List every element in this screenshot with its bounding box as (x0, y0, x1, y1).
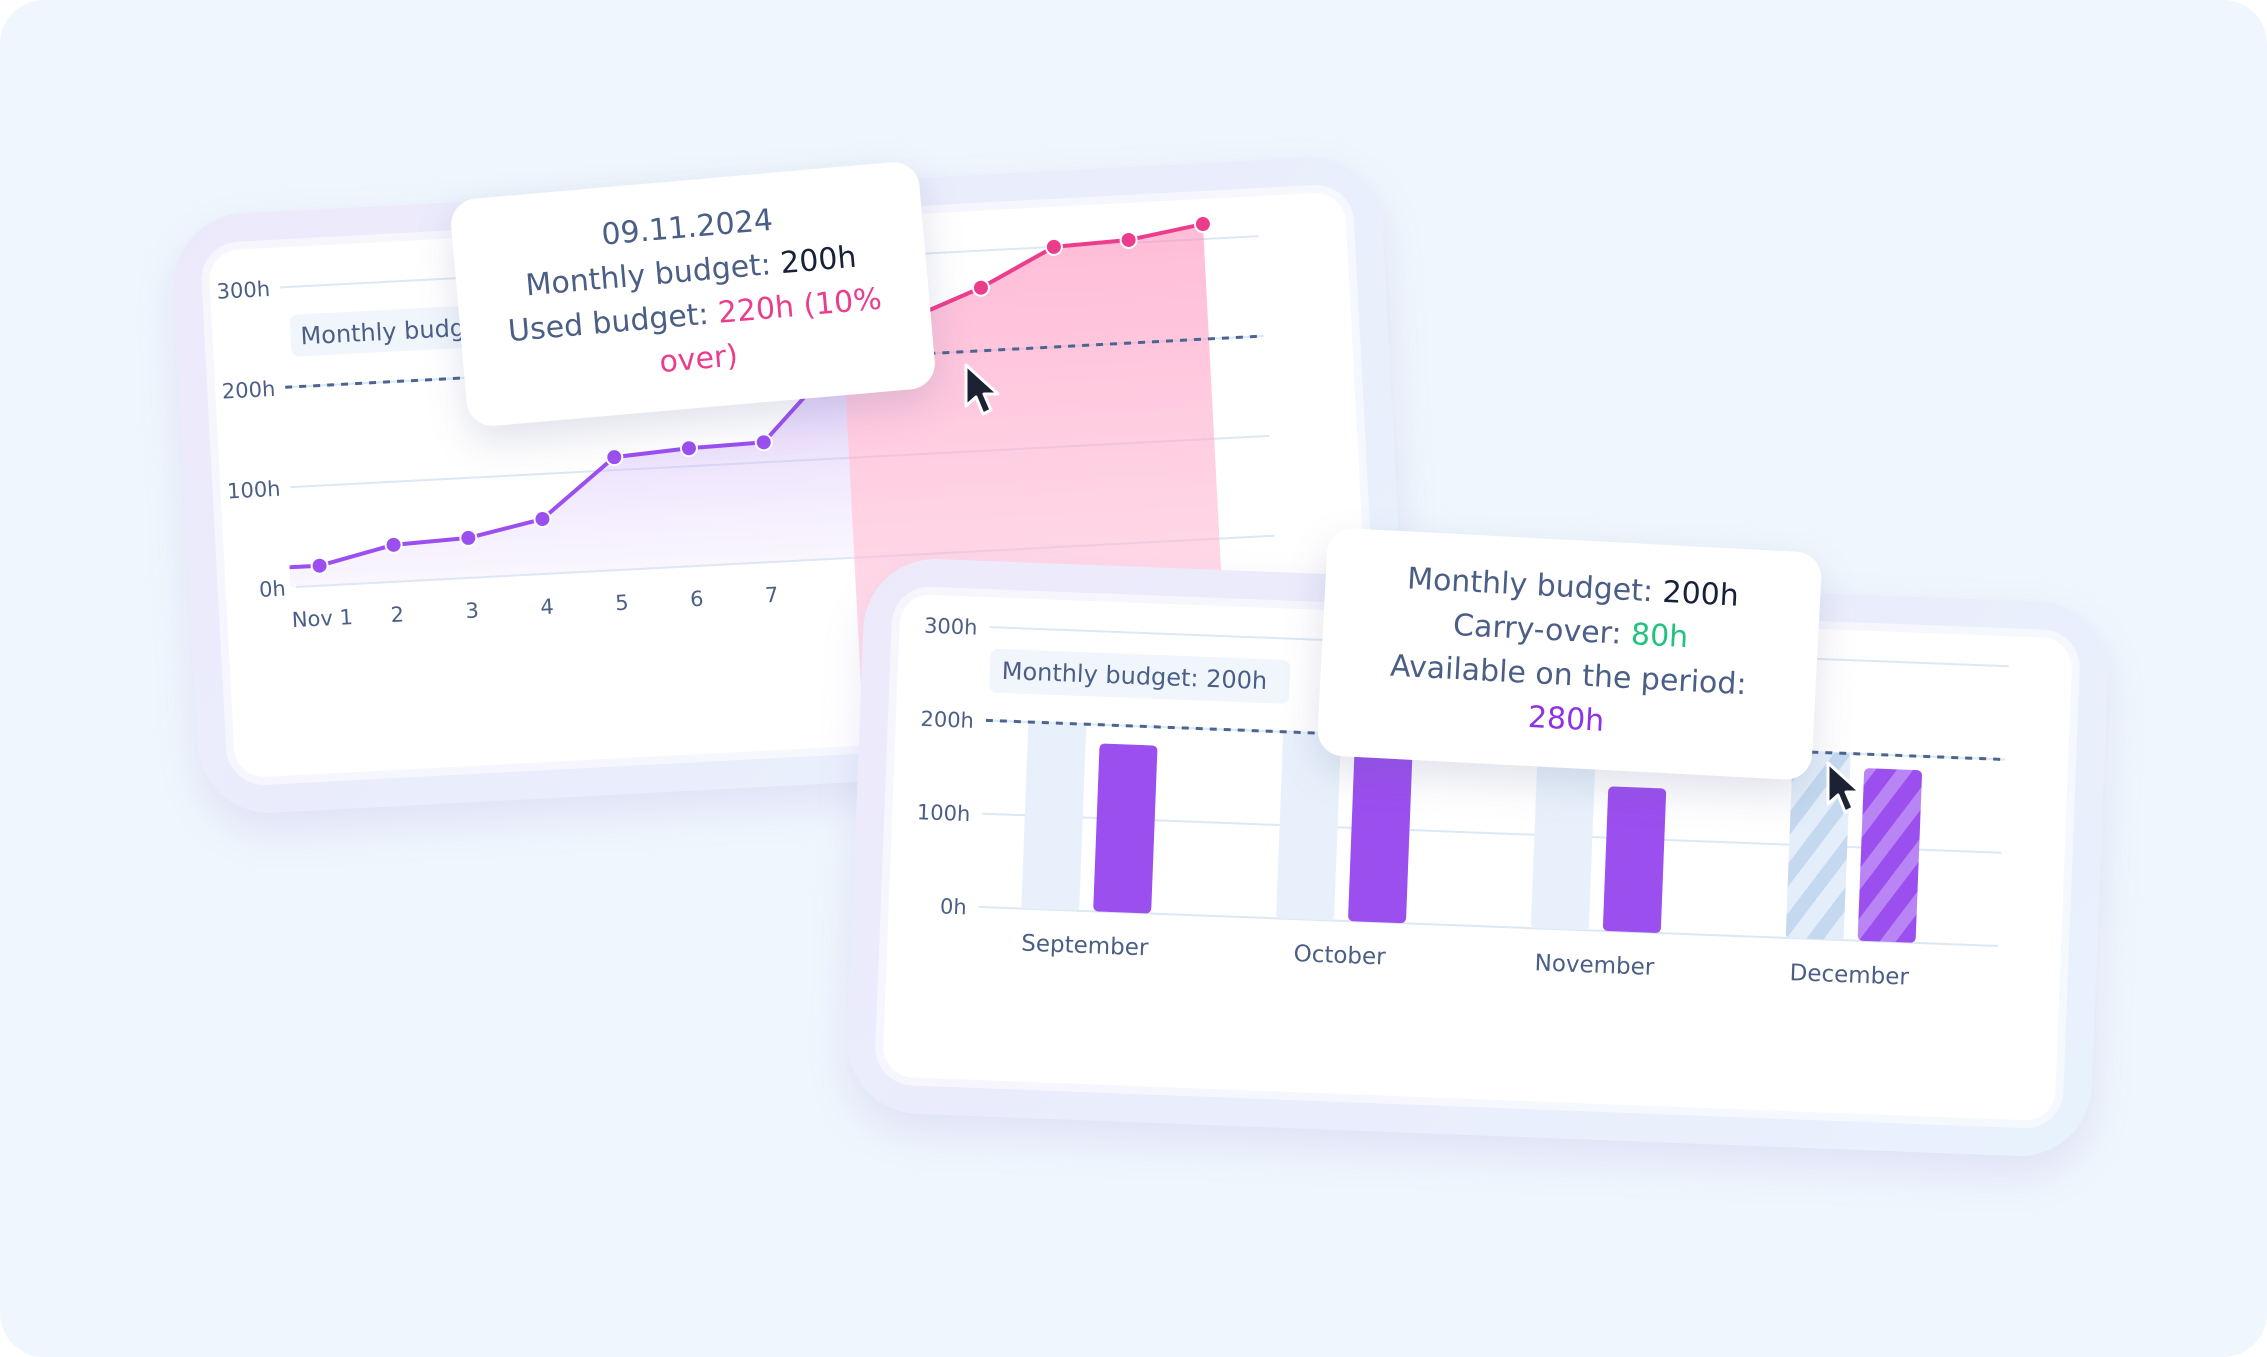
tooltip-budget-label: Monthly budget: (1406, 561, 1654, 610)
bar-used (1348, 730, 1414, 924)
tooltip-available-value: 280h (1527, 699, 1606, 739)
data-point (459, 528, 478, 547)
data-point (605, 448, 624, 467)
x-tick-label: November (1534, 950, 1655, 981)
y-tick-label: 200h (920, 707, 974, 733)
y-tick-label: 100h (916, 800, 970, 826)
series-line-under-budget (289, 356, 845, 570)
mouse-pointer-icon (964, 363, 1000, 416)
y-tick-label: 0h (940, 894, 968, 919)
y-tick-label: 300h (924, 614, 978, 640)
x-tick-label: 6 (690, 587, 705, 612)
y-tick-label: 100h (227, 477, 282, 504)
bar-chart: Monthly budget: 200h 0h100h200h300hSepte… (916, 614, 2009, 991)
bar-chart-card: Monthly budget: 200h 0h 100h 200h 300h Septe… (844, 556, 2111, 1159)
y-tick-label: 300h (216, 277, 271, 304)
y-tick-label: 0h (258, 577, 286, 602)
data-point (310, 556, 329, 575)
line-chart-tooltip: 09.11.2024 Monthly budget: 200h Used bud… (448, 159, 938, 429)
tooltip-carry-value: 80h (1630, 617, 1690, 656)
tooltip-budget-value: 200h (778, 239, 858, 282)
tooltip-carry-label: Carry-over: (1452, 607, 1623, 652)
data-point (1193, 215, 1212, 234)
data-point (971, 278, 990, 297)
bar-used (1857, 768, 1922, 943)
data-point (384, 535, 403, 554)
bar-budget (1021, 722, 1087, 911)
x-tick-label: Nov 1 (291, 605, 353, 632)
data-point (754, 433, 773, 452)
mouse-pointer-icon (1826, 761, 1862, 814)
x-tick-label: September (1021, 931, 1150, 962)
tooltip-budget-value: 200h (1661, 574, 1740, 614)
data-point (1119, 230, 1138, 249)
data-point (679, 439, 698, 458)
data-point (1044, 237, 1063, 256)
bar-budget (1276, 731, 1341, 921)
x-tick-label: October (1293, 941, 1387, 971)
bar-chart-panel: Monthly budget: 200h 0h 100h 200h 300h Septe… (882, 593, 2073, 1122)
bar-chart-tooltip: Monthly budget: 200h Carry-over: 80h Ava… (1316, 527, 1823, 781)
budget-label-bg (989, 648, 1291, 704)
x-tick-label: 7 (764, 583, 779, 608)
bar-budget (1530, 741, 1596, 931)
x-tick-label: 4 (540, 595, 555, 620)
x-tick-label: 3 (465, 598, 480, 623)
x-tick-label: 5 (615, 591, 630, 616)
under-budget-area (289, 358, 855, 588)
bar-used (1093, 743, 1158, 914)
bar-used (1602, 786, 1667, 933)
y-tick-label: 200h (221, 377, 276, 404)
x-tick-label: December (1789, 960, 1910, 991)
data-point (533, 510, 552, 529)
x-tick-label: 2 (390, 602, 405, 627)
